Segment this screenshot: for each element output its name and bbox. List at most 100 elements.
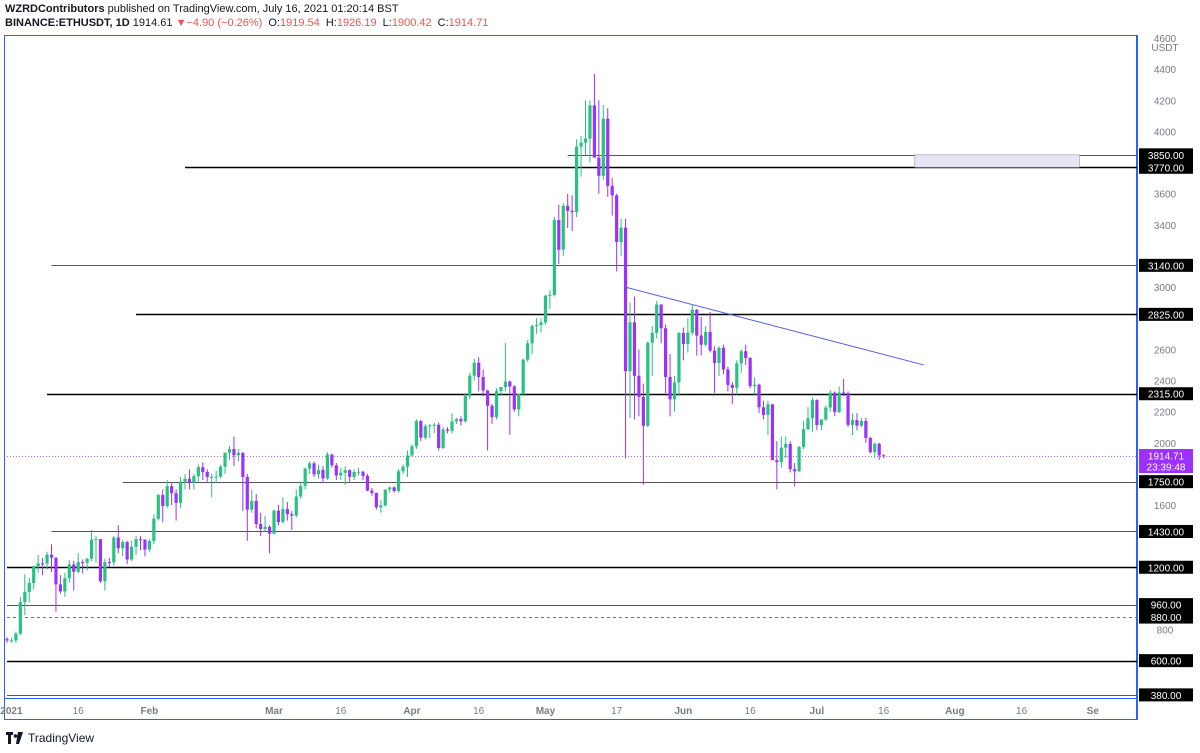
candle [610,178,614,216]
level-label-bg [1139,598,1193,612]
candle [641,383,645,485]
candle [392,486,396,493]
candle-body [775,460,779,463]
candles [5,73,886,643]
level-label: 3850.00 [1139,148,1193,162]
candle [183,473,187,490]
candle-body [276,510,281,522]
candle [379,500,383,513]
candle [632,296,637,420]
candle-body [236,452,240,456]
candle [606,108,610,197]
candle-body [210,476,214,478]
candle-body [401,466,405,472]
candle [717,346,721,376]
candle [695,308,699,356]
candle-body [321,469,325,479]
time-tick-label: Se [1087,706,1100,717]
time-tick-label: Mar [265,706,283,717]
candle-body [290,514,294,516]
candle-body [681,332,685,345]
candle-body [846,393,850,425]
candle-body [72,564,76,572]
candle [779,436,783,468]
candle-body [121,542,125,549]
candle [770,403,774,461]
candle [365,473,370,492]
candle-body [739,351,743,364]
candle-body [94,539,98,541]
candle-body [147,540,151,550]
candle-body [499,387,503,392]
candle [107,557,111,568]
candle [308,461,312,474]
candle-body [650,332,654,343]
candle-body [223,452,227,467]
candle-body [23,591,27,603]
candle-body [285,509,289,515]
candle [423,424,427,440]
candle [552,217,556,297]
level-label-text: 600.00 [1151,657,1182,668]
candle-body [334,465,338,476]
footer-brand[interactable]: TradingView [28,731,95,745]
candle [419,420,423,442]
candle [512,385,516,412]
candle [285,501,289,521]
candle-body [566,205,570,211]
candle [241,452,245,512]
candle-body [708,331,712,351]
candle-body [748,358,752,386]
candle-body [548,294,552,296]
candle-body [855,420,859,426]
candle [459,416,463,426]
candle-body [245,477,249,510]
candle-body [196,467,200,477]
symbol-label[interactable]: BINANCE:ETHUSDT, 1D [5,17,130,29]
candle [299,481,303,499]
candle [864,417,868,443]
price-chart[interactable]: 800 1600 2000 2200 2400 2600 3000 3400 3600 4000 4… [0,0,1200,730]
candle-body [36,563,40,567]
candle-body [107,562,111,564]
candle-body [272,510,276,534]
candle [806,406,810,431]
candle [561,203,565,256]
candle [187,469,192,490]
candle-body [178,481,183,503]
candle-body [490,405,494,418]
candle-body [672,382,677,400]
candle [508,380,512,435]
candle [637,349,641,417]
chart-header-symbol: BINANCE:ETHUSDT, 1D 1914.61 ▼−4.90 (−0.2… [5,17,488,29]
candle-body [18,602,22,634]
candle [761,400,766,420]
candle-body [717,347,721,364]
candle-body [815,400,819,426]
high-label: H: [325,17,337,29]
candle [374,492,378,510]
candle-body [601,118,605,176]
candle-body [494,391,499,418]
candle-body [250,500,254,510]
candle [463,392,467,423]
candle-body [801,429,806,447]
candle-body [103,562,107,582]
candle-body [383,489,387,506]
time-tick-label: 17 [611,706,623,717]
level-label: 880.00 [1139,610,1193,624]
candle-body [89,539,94,559]
candle [837,386,841,414]
candle-body [628,322,632,372]
candle-body [330,454,334,466]
candle-body [14,633,18,641]
author-name[interactable]: WZRDContributors [5,3,105,15]
price-tick-label: 4000 [1154,127,1177,138]
candle-body [156,495,160,519]
candle-body [454,419,459,422]
candle-body [819,419,823,426]
candle-body [659,304,663,329]
candle-body [9,640,14,642]
price-tick-label: 1600 [1154,501,1177,512]
candle [730,382,734,404]
